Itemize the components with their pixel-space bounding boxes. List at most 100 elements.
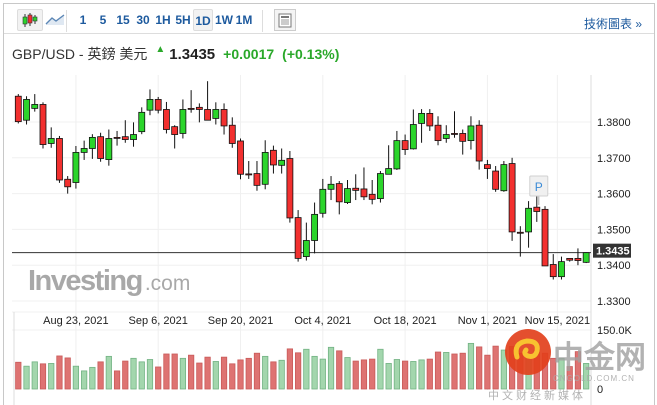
volume-bar [303, 348, 310, 390]
candle-body [146, 99, 154, 111]
candle-body [97, 136, 104, 159]
volume-bar [426, 358, 433, 390]
price-tick-label: 1.3700 [597, 153, 631, 165]
candle-body [270, 149, 277, 166]
date-tick-label: Nov 1, 2021 [458, 315, 517, 327]
volume-bar [212, 361, 219, 390]
candle-body [442, 134, 450, 139]
volume-bar [97, 361, 104, 390]
candle-body [31, 104, 39, 109]
volume-bar [500, 349, 507, 390]
candle-body [393, 140, 401, 170]
watermark-domain: CNGOLD.COM.CN [553, 374, 635, 383]
candle-body [14, 95, 22, 123]
interval-1d[interactable]: 1D [193, 9, 213, 31]
candle-body [113, 136, 121, 139]
candle-body [508, 163, 516, 233]
interval-1m[interactable]: 1M [235, 13, 253, 27]
volume-bar [262, 355, 269, 390]
instrument-header: GBP/USD - 英鎊 美元 ▲ 1.3435 +0.0017 (+0.13%) [12, 44, 339, 64]
candle-body [516, 231, 524, 234]
up-arrow-icon: ▲ [155, 43, 166, 55]
volume-bar [113, 370, 121, 390]
volume-bar [188, 354, 195, 390]
candle-body [179, 109, 187, 134]
candle-body [80, 148, 88, 153]
candle-body [327, 183, 335, 190]
volume-bar [278, 359, 285, 390]
candle-body [574, 257, 582, 261]
volume-bar [476, 346, 483, 390]
volume-bar [146, 359, 154, 390]
volume-bar [15, 361, 22, 390]
candle-body [64, 178, 72, 188]
volume-bar [130, 357, 137, 390]
percent-change: (+0.13%) [282, 46, 340, 62]
candle-body [541, 208, 549, 267]
candle-body [72, 152, 80, 183]
candle-body [163, 109, 170, 130]
line-chart-icon[interactable] [42, 9, 68, 31]
volume-bar [39, 363, 47, 390]
volume-bar [360, 359, 368, 390]
volume-bar [81, 370, 88, 390]
interval-5[interactable]: 5 [99, 13, 107, 27]
cngold-logo-swirl [513, 338, 540, 360]
candle-body [311, 213, 318, 241]
volume-bar [229, 363, 236, 390]
volume-zero-label: 0 [597, 384, 603, 396]
volume-bar [484, 354, 491, 390]
candle-body [228, 124, 236, 144]
candle-body [352, 187, 360, 191]
price-tick-label: 1.3300 [597, 296, 631, 308]
candle-body [409, 124, 417, 150]
last-price: 1.3435 [169, 45, 216, 63]
volume-bar [220, 356, 228, 390]
volume-bar [336, 350, 343, 390]
interval-1w[interactable]: 1W [215, 13, 233, 27]
volume-bar [56, 355, 63, 390]
watermark-brand: 中金网 [553, 340, 646, 375]
technical-chart-link[interactable]: 技術圖表 » [583, 17, 642, 31]
volume-bar [245, 357, 252, 390]
candle-body [105, 138, 113, 160]
investing-logo-word: Investing [28, 265, 142, 297]
volume-bar [352, 360, 359, 390]
candle-body [220, 109, 228, 127]
news-icon[interactable] [274, 9, 296, 31]
candle-body [426, 113, 434, 127]
volume-bar [171, 353, 178, 390]
candle-body [237, 140, 244, 175]
volume-bar [402, 360, 409, 390]
candle-body [582, 252, 590, 263]
candle-body [121, 136, 129, 140]
candle-body [39, 104, 47, 145]
candle-body [467, 125, 475, 142]
candle-body [360, 188, 368, 198]
toolbar-divider [66, 10, 67, 32]
interval-1[interactable]: 1 [79, 13, 87, 27]
date-tick-label: Nov 15, 2021 [525, 315, 590, 327]
volume-bar [550, 357, 557, 390]
volume-bar [558, 357, 565, 390]
candle-body [434, 124, 442, 142]
volume-bar [31, 361, 38, 390]
volume-bar [319, 358, 326, 390]
volume-bar [163, 353, 170, 390]
interval-15[interactable]: 15 [116, 13, 130, 27]
volume-bar [327, 346, 335, 390]
candle-body [566, 257, 574, 261]
interval-1h[interactable]: 1H [155, 13, 171, 27]
volume-bar [311, 355, 318, 390]
volume-bar [443, 352, 450, 390]
volume-bar [451, 353, 458, 390]
marker-badge [529, 175, 549, 197]
price-tick-label: 1.3500 [597, 224, 631, 236]
cngold-logo-icon [505, 329, 551, 375]
chart-widget-frame [3, 3, 655, 405]
interval-5h[interactable]: 5H [175, 13, 191, 27]
interval-30[interactable]: 30 [136, 13, 150, 27]
volume-bar [48, 363, 55, 390]
candlestick-icon[interactable] [17, 9, 43, 31]
